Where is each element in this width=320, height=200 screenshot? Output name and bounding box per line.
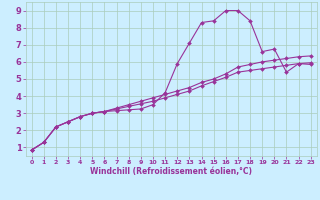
X-axis label: Windchill (Refroidissement éolien,°C): Windchill (Refroidissement éolien,°C) <box>90 167 252 176</box>
